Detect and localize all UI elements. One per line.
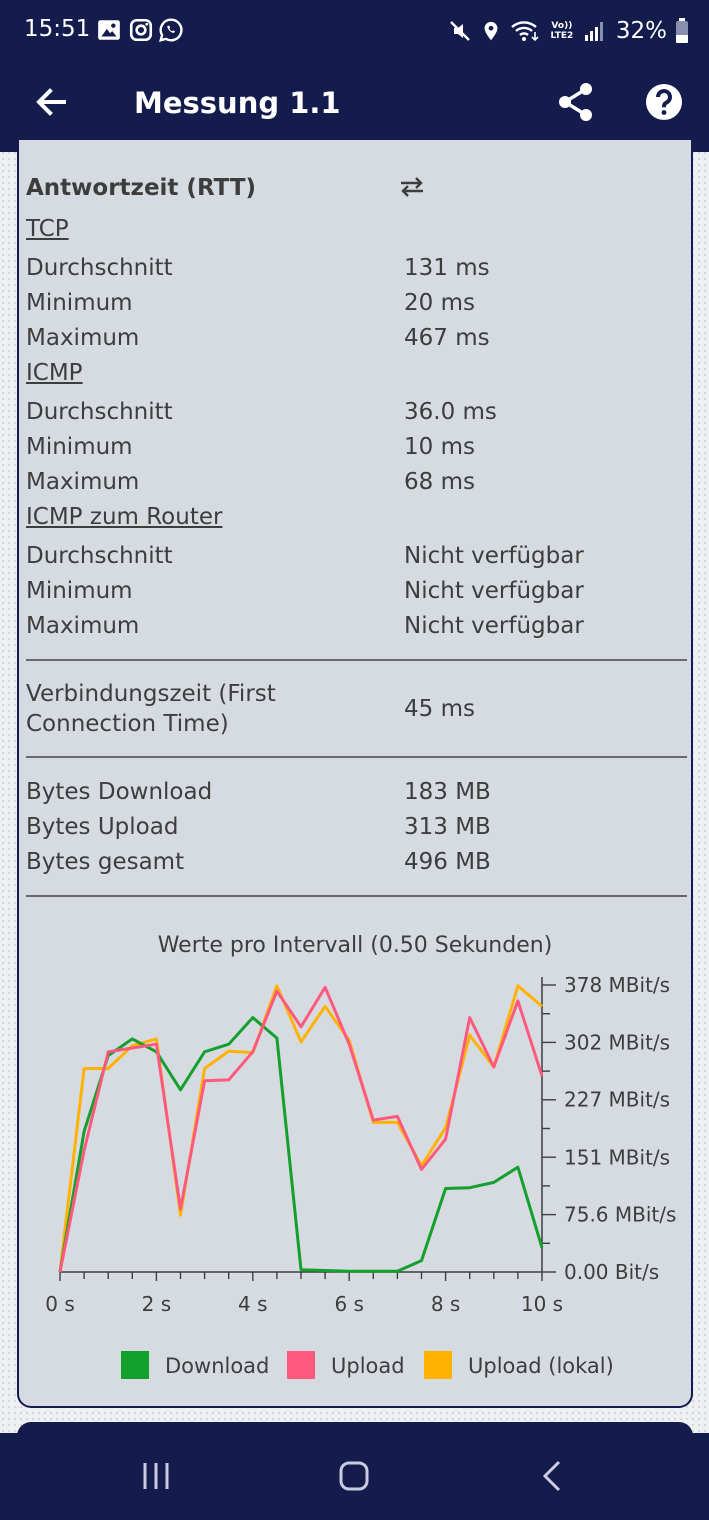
row-label: Durchschnitt xyxy=(26,399,173,425)
row-label: Maximum xyxy=(26,469,140,495)
y-tick-label: 75.6 MBit/s xyxy=(564,1203,676,1227)
row-value: 36.0 ms xyxy=(404,399,497,425)
connection-label-line2: Connection Time) xyxy=(26,711,229,737)
legend-label: Download xyxy=(165,1354,269,1378)
legend-label: Upload xyxy=(331,1354,405,1378)
x-tick-label: 6 s xyxy=(334,1292,364,1316)
row-value: 10 ms xyxy=(404,434,475,460)
volte-indicator: Vo)) LTE2 xyxy=(550,21,574,41)
row-label: Minimum xyxy=(26,434,133,460)
row-label: Bytes Download xyxy=(26,779,213,805)
row-value: 68 ms xyxy=(404,469,475,495)
rtt-heading: Antwortzeit (RTT) xyxy=(26,175,257,201)
home-icon[interactable] xyxy=(329,1451,379,1501)
icmp-router-section-link[interactable]: ICMP zum Router xyxy=(26,504,223,530)
legend-swatch xyxy=(121,1351,149,1379)
y-tick-label: 302 MBit/s xyxy=(564,1031,670,1055)
page-title: Messung 1.1 xyxy=(134,86,341,120)
x-tick-label: 0 s xyxy=(45,1292,75,1316)
x-tick-label: 10 s xyxy=(521,1292,563,1316)
battery-percent: 32% xyxy=(615,18,667,44)
row-value: 313 MB xyxy=(404,814,491,840)
x-tick-label: 4 s xyxy=(238,1292,268,1316)
row-label: Durchschnitt xyxy=(26,255,173,281)
x-tick-label: 8 s xyxy=(431,1292,461,1316)
row-label: Minimum xyxy=(26,578,133,604)
status-time: 15:51 xyxy=(24,16,91,42)
row-value: 496 MB xyxy=(404,849,491,875)
row-label: Minimum xyxy=(26,290,133,316)
row-value: Nicht verfügbar xyxy=(404,543,584,569)
divider xyxy=(26,659,687,661)
series-line-upload xyxy=(58,985,544,1273)
share-icon[interactable] xyxy=(552,78,600,126)
legend-swatch xyxy=(287,1351,315,1379)
tcp-section-link[interactable]: TCP xyxy=(26,216,69,242)
y-tick-label: 227 MBit/s xyxy=(564,1088,670,1112)
location-icon xyxy=(484,21,498,41)
throughput-chart: Werte pro Intervall (0.50 Sekunden) 0 s 2… xyxy=(45,933,676,1379)
measurement-detail-card: Antwortzeit (RTT) TCP Durchschnitt 131 m… xyxy=(17,140,693,1408)
app-header: 15:51 Vo)) LTE2 xyxy=(0,0,709,152)
signal-icon xyxy=(584,22,603,41)
row-label: Bytes Upload xyxy=(26,814,179,840)
y-tick-label: 378 MBit/s xyxy=(564,973,670,997)
row-value: 131 ms xyxy=(404,255,490,281)
mute-icon xyxy=(450,21,470,41)
back-icon[interactable] xyxy=(528,1451,578,1501)
row-label: Bytes gesamt xyxy=(26,849,185,875)
back-arrow-icon[interactable] xyxy=(28,78,76,126)
row-value: 467 ms xyxy=(404,325,490,351)
x-tick-label: 2 s xyxy=(142,1292,172,1316)
connection-label-line1: Verbindungszeit (First xyxy=(26,681,276,707)
whatsapp-notification-icon xyxy=(159,18,183,42)
divider xyxy=(26,895,687,897)
chart-title: Werte pro Intervall (0.50 Sekunden) xyxy=(158,933,553,958)
icmp-section-link[interactable]: ICMP xyxy=(26,360,83,386)
row-value: Nicht verfügbar xyxy=(404,578,584,604)
y-tick-label: 151 MBit/s xyxy=(564,1145,670,1169)
help-icon[interactable] xyxy=(640,78,688,126)
system-nav-bar xyxy=(0,1433,709,1520)
row-label: Durchschnitt xyxy=(26,543,173,569)
row-label: Maximum xyxy=(26,613,140,639)
gallery-notification-icon xyxy=(98,20,120,40)
divider xyxy=(26,756,687,758)
battery-icon xyxy=(676,18,688,43)
legend-label: Upload (lokal) xyxy=(468,1354,614,1378)
swap-arrows-icon xyxy=(401,177,423,197)
row-value: Nicht verfügbar xyxy=(404,613,584,639)
status-icons: Vo)) LTE2 32% xyxy=(448,14,689,48)
series-line-upload-lokal xyxy=(58,984,543,1273)
recent-apps-icon[interactable] xyxy=(131,1451,181,1501)
series-line-download xyxy=(58,1016,544,1273)
row-label: Maximum xyxy=(26,325,140,351)
y-tick-label: 0.00 Bit/s xyxy=(564,1260,659,1284)
legend-swatch xyxy=(424,1351,452,1379)
instagram-notification-icon xyxy=(129,18,153,42)
connection-time-row: Verbindungszeit (First Connection Time) … xyxy=(26,681,686,743)
wifi-icon xyxy=(511,21,539,42)
connection-value: 45 ms xyxy=(404,696,475,722)
row-value: 183 MB xyxy=(404,779,491,805)
row-value: 20 ms xyxy=(404,290,475,316)
